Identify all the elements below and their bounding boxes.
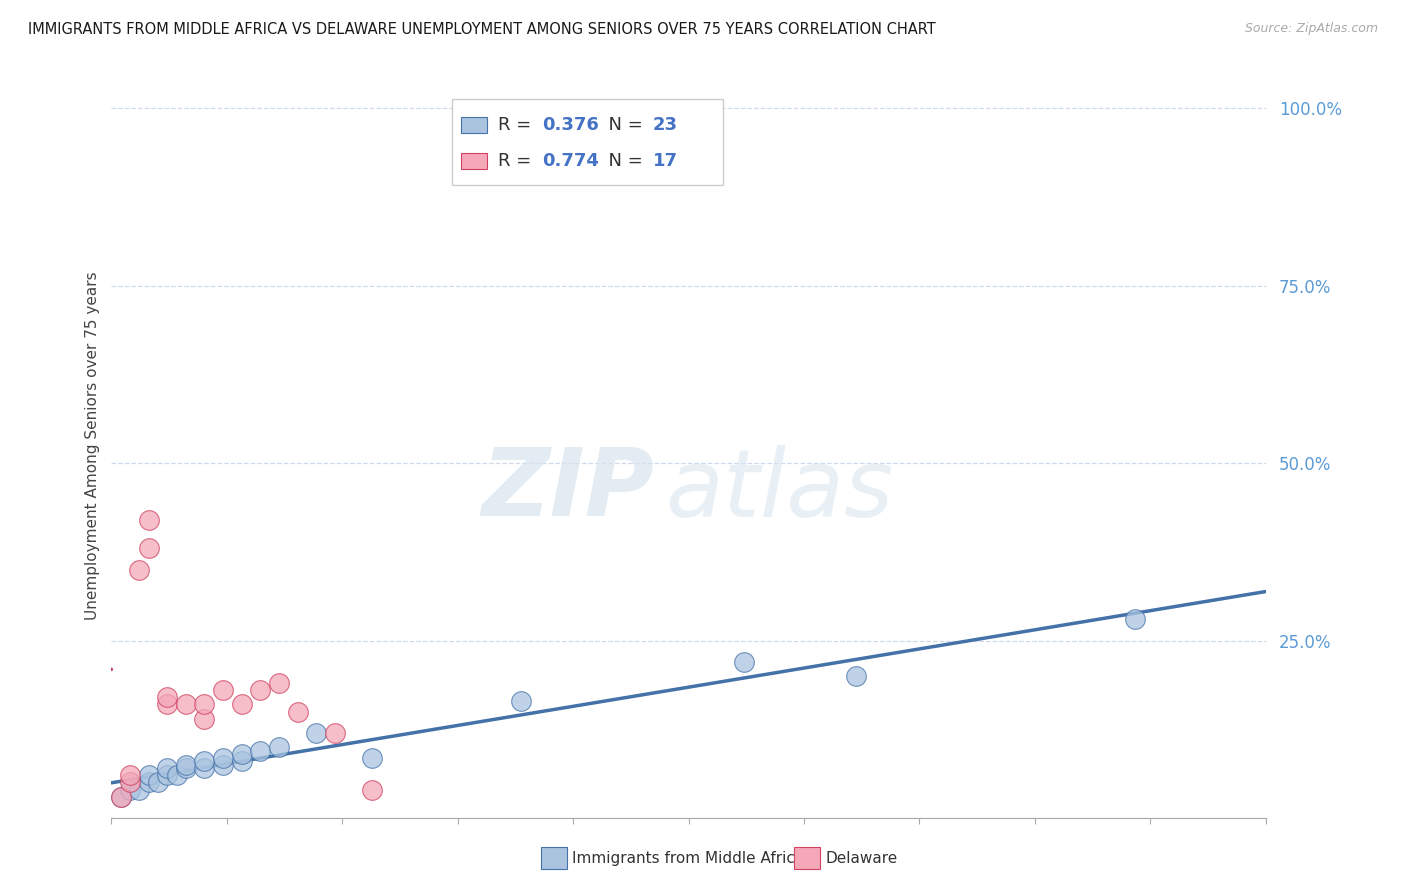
Point [156, 698, 179, 712]
Point [305, 726, 328, 740]
Point [193, 754, 215, 768]
FancyBboxPatch shape [461, 117, 486, 133]
Point [193, 712, 215, 726]
Text: IMMIGRANTS FROM MIDDLE AFRICA VS DELAWARE UNEMPLOYMENT AMONG SENIORS OVER 75 YEA: IMMIGRANTS FROM MIDDLE AFRICA VS DELAWAR… [28, 22, 936, 37]
Point [361, 782, 384, 797]
Text: 23: 23 [652, 116, 678, 134]
Text: atlas: atlas [665, 444, 894, 536]
Point [138, 541, 160, 556]
Point [174, 757, 197, 772]
Y-axis label: Unemployment Among Seniors over 75 years: Unemployment Among Seniors over 75 years [86, 271, 100, 620]
Point [231, 747, 253, 761]
Point [110, 789, 132, 804]
Point [138, 513, 160, 527]
Point [1123, 612, 1146, 626]
Point [733, 655, 755, 669]
Point [510, 694, 533, 708]
Point [110, 789, 132, 804]
Point [118, 768, 141, 782]
FancyBboxPatch shape [451, 99, 723, 185]
Text: 17: 17 [652, 152, 678, 169]
Point [174, 698, 197, 712]
Point [174, 761, 197, 775]
Text: N =: N = [598, 152, 648, 169]
Point [118, 775, 141, 789]
Point [146, 775, 169, 789]
Point [267, 676, 290, 690]
Text: R =: R = [498, 152, 537, 169]
Point [249, 743, 271, 757]
Point [138, 775, 160, 789]
Point [845, 669, 868, 683]
Point [287, 705, 309, 719]
Point [267, 739, 290, 754]
Text: Immigrants from Middle Africa: Immigrants from Middle Africa [572, 851, 804, 865]
Point [212, 757, 235, 772]
Point [128, 782, 150, 797]
Point [156, 761, 179, 775]
Point [193, 761, 215, 775]
Point [249, 683, 271, 698]
Text: R =: R = [498, 116, 537, 134]
Point [212, 683, 235, 698]
FancyBboxPatch shape [461, 153, 486, 169]
Point [138, 768, 160, 782]
Text: Source: ZipAtlas.com: Source: ZipAtlas.com [1244, 22, 1378, 36]
Point [118, 782, 141, 797]
Point [231, 754, 253, 768]
Point [193, 698, 215, 712]
Point [323, 726, 346, 740]
Text: ZIP: ZIP [481, 444, 654, 536]
Point [212, 750, 235, 764]
Point [231, 698, 253, 712]
Point [156, 768, 179, 782]
Text: 0.774: 0.774 [541, 152, 599, 169]
Point [128, 563, 150, 577]
Text: 0.376: 0.376 [541, 116, 599, 134]
Text: N =: N = [598, 116, 648, 134]
Point [166, 768, 188, 782]
Text: Delaware: Delaware [825, 851, 897, 865]
Point [361, 750, 384, 764]
Point [156, 690, 179, 705]
